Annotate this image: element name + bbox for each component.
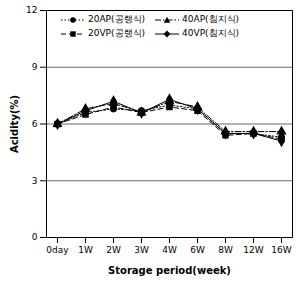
- html-text:20VP(공랭식): 20VP(공랭식): [88, 28, 146, 38]
- svg-text:3W: 3W: [134, 245, 149, 255]
- svg-text:6W: 6W: [190, 245, 205, 255]
- svg-text:12: 12: [26, 5, 37, 15]
- svg-text:Storage period(week): Storage period(week): [108, 265, 231, 276]
- html-text:40AP(침지식): 40AP(침지식): [182, 14, 240, 24]
- svg-text:6: 6: [32, 119, 38, 129]
- svg-text:1W: 1W: [78, 245, 93, 255]
- html-text:20AP(공랭식): 20AP(공랭식): [88, 14, 146, 24]
- svg-text:0day: 0day: [46, 245, 69, 255]
- svg-text:0: 0: [32, 232, 38, 242]
- svg-text:Acidity(%): Acidity(%): [9, 95, 20, 153]
- html-text:40VP(침지식): 40VP(침지식): [182, 28, 240, 38]
- svg-text:8W: 8W: [218, 245, 233, 255]
- svg-text:12W: 12W: [243, 245, 263, 255]
- svg-text:3: 3: [32, 176, 38, 186]
- svg-text:9: 9: [32, 62, 38, 72]
- svg-text:4W: 4W: [162, 245, 177, 255]
- svg-text:2W: 2W: [106, 245, 121, 255]
- svg-text:16W: 16W: [271, 245, 291, 255]
